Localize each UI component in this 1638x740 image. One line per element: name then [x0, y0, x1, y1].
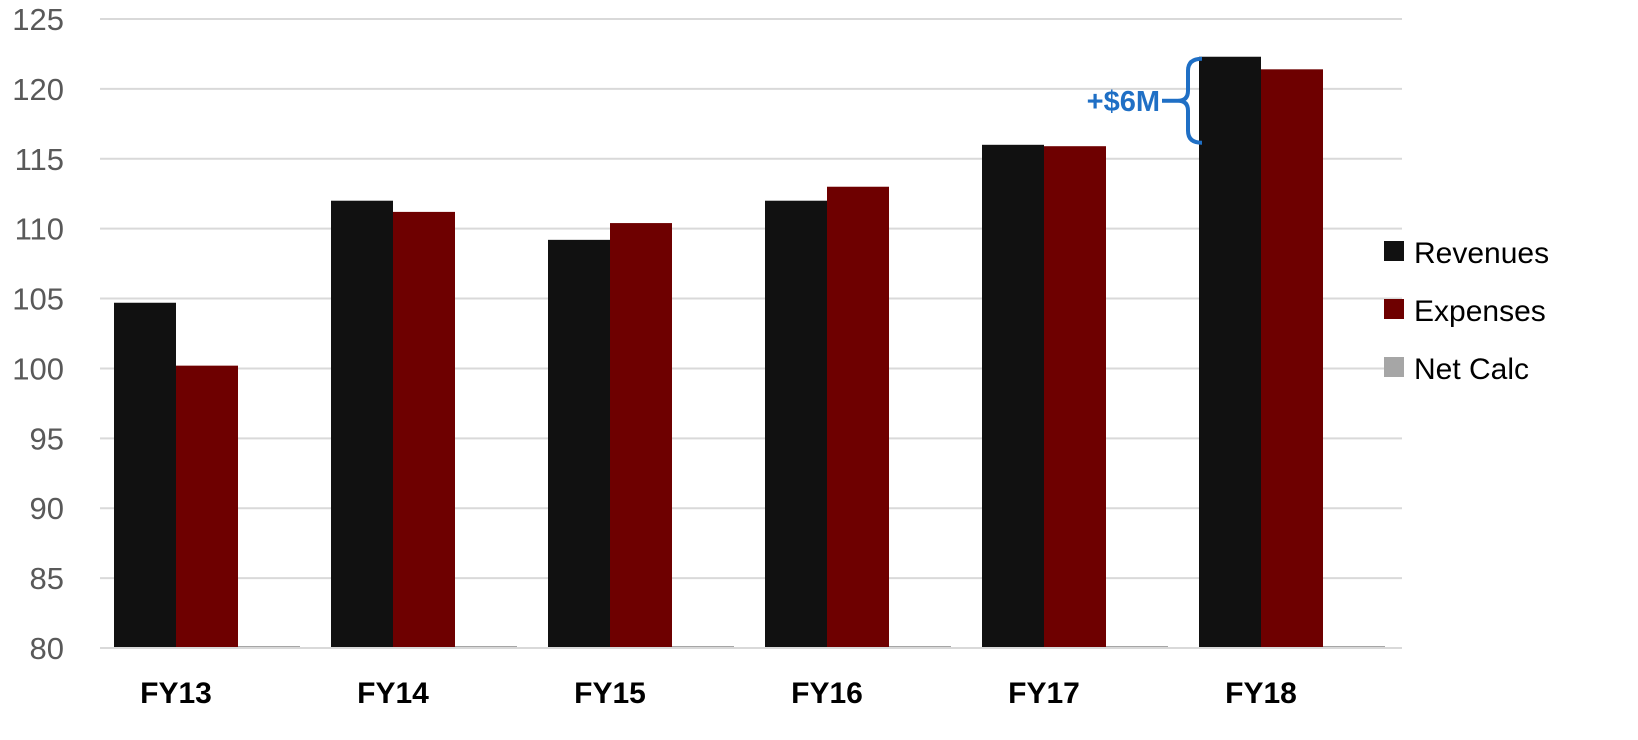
y-axis: 80 85 90 95 100 105 110 115 120 125: [12, 2, 64, 666]
bars: [114, 56, 1385, 649]
y-tick-label: 125: [12, 2, 64, 37]
x-tick-label: FY16: [791, 677, 863, 710]
annotation-bracket: [1177, 56, 1203, 145]
x-tick-label: FY13: [140, 677, 212, 710]
bar-expenses-fy16: [827, 186, 889, 648]
y-tick-label: 85: [30, 561, 64, 596]
bar-expenses-fy13: [176, 365, 238, 648]
y-tick-label: 105: [12, 282, 64, 317]
bar-revenues-fy13: [114, 302, 176, 648]
legend-swatch: [1384, 357, 1404, 377]
legend-item-net-calc: Net Calc: [1384, 353, 1529, 386]
x-tick-label: FY15: [574, 677, 646, 710]
legend-label: Net Calc: [1414, 353, 1529, 386]
legend: Revenues Expenses Net Calc: [1384, 237, 1549, 386]
bar-expenses-fy15: [610, 223, 672, 648]
legend-label: Expenses: [1414, 295, 1546, 328]
bar-revenues-fy14: [331, 200, 393, 648]
x-tick-label: FY14: [357, 677, 429, 710]
bar-revenues-fy15: [548, 239, 610, 649]
y-tick-label: 115: [15, 142, 64, 177]
y-tick-label: 120: [12, 72, 64, 107]
bar-revenues-fy18: [1199, 56, 1261, 649]
y-tick-label: 95: [30, 421, 64, 456]
annotation: +$6M: [1087, 56, 1203, 145]
y-tick-label: 90: [30, 491, 64, 526]
gridlines: [100, 18, 1402, 649]
x-tick-label: FY17: [1008, 677, 1080, 710]
y-tick-label: 110: [15, 212, 64, 247]
legend-swatch: [1384, 299, 1404, 319]
bar-revenues-fy17: [982, 144, 1044, 649]
bar-revenues-fy16: [765, 200, 827, 648]
bar-expenses-fy14: [393, 211, 455, 649]
annotation-label: +$6M: [1087, 86, 1160, 118]
x-axis: FY13 FY14 FY15 FY16 FY17 FY18: [100, 647, 1402, 710]
x-tick-label: FY18: [1225, 677, 1297, 710]
legend-item-expenses: Expenses: [1384, 295, 1546, 328]
legend-swatch: [1384, 241, 1404, 261]
bar-expenses-fy18: [1261, 69, 1323, 648]
legend-item-revenues: Revenues: [1384, 237, 1549, 270]
legend-label: Revenues: [1414, 237, 1549, 270]
y-tick-label: 80: [30, 631, 64, 666]
y-tick-label: 100: [12, 351, 64, 386]
bar-expenses-fy17: [1044, 146, 1106, 648]
